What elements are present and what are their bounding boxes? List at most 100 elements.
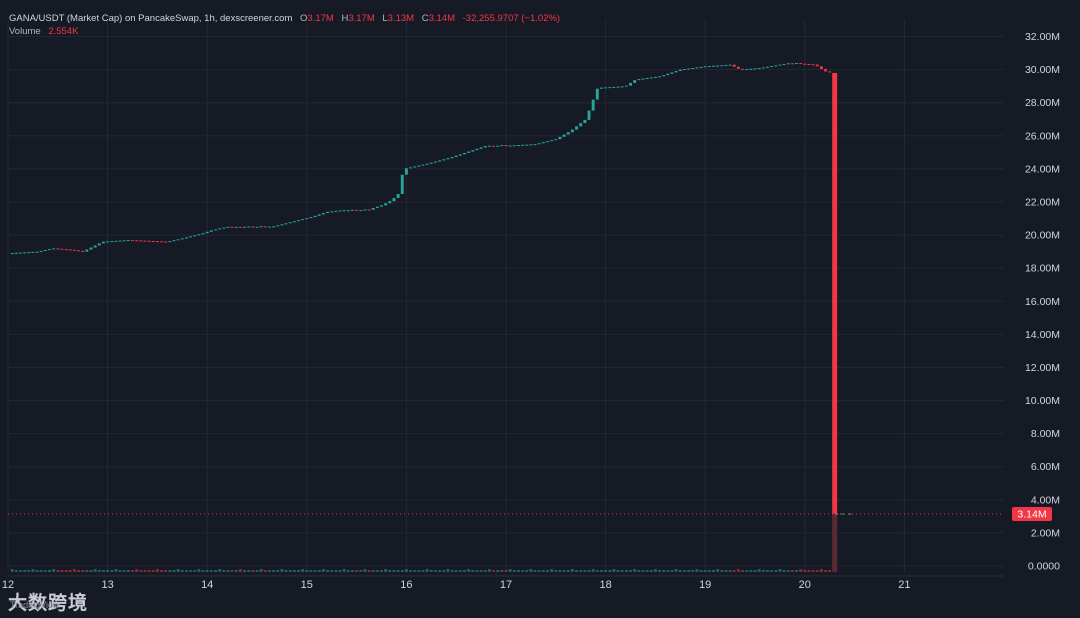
volume-bar <box>309 570 313 572</box>
volume-bar <box>409 570 413 572</box>
x-tick-label: 12 <box>2 579 14 591</box>
volume-bar <box>263 570 267 572</box>
change-value: -32,255.9707 (−1.02%) <box>462 13 561 24</box>
candle-up <box>516 145 520 147</box>
low-value: 3.13M <box>387 13 415 24</box>
volume-bar <box>122 570 126 572</box>
candle-up <box>770 66 774 68</box>
candle-down <box>251 226 255 228</box>
y-tick-label: 32.00M <box>1025 31 1060 43</box>
candle-down <box>131 240 134 242</box>
volume-bar <box>591 569 595 572</box>
candle-up <box>774 65 778 67</box>
candle-up <box>795 63 798 65</box>
volume-bar <box>682 570 686 572</box>
candle-up <box>288 222 292 224</box>
candle-up <box>380 205 383 207</box>
volume-bar <box>799 569 803 572</box>
y-tick-label: 18.00M <box>1025 263 1060 275</box>
volume-bar <box>417 570 421 572</box>
candle-up <box>197 234 201 236</box>
volume-bar <box>774 570 778 572</box>
volume-bar <box>155 569 159 572</box>
candle-down <box>56 248 60 250</box>
volume-bar <box>197 569 201 572</box>
y-tick-label: 28.00M <box>1025 97 1060 109</box>
candle-up <box>550 140 554 142</box>
volume-bar <box>454 570 458 572</box>
volume-bar <box>201 570 205 572</box>
volume-bar <box>97 570 101 572</box>
volume-bar <box>641 570 645 572</box>
candle-up <box>529 144 533 146</box>
volume-bar <box>35 570 39 572</box>
y-tick-label: 6.00M <box>1031 461 1060 473</box>
volume-bar <box>724 570 728 572</box>
x-tick-label: 13 <box>101 579 113 591</box>
volume-bar <box>131 570 134 572</box>
volume-bar <box>77 570 81 572</box>
volume-bar <box>658 570 662 572</box>
volume-bar <box>583 570 587 572</box>
volume-bar <box>745 570 749 572</box>
volume-bar <box>566 570 570 572</box>
y-tick-label: 12.00M <box>1025 362 1060 374</box>
volume-bar <box>674 569 678 572</box>
candle-up <box>371 208 375 210</box>
candle-up <box>10 253 14 255</box>
volume-bar <box>43 570 47 572</box>
candle-up <box>52 248 56 250</box>
volume-bar <box>359 570 363 572</box>
volume-bar <box>247 570 251 572</box>
candle-down <box>367 209 371 211</box>
volume-bar <box>716 569 720 572</box>
candle-up <box>521 144 525 146</box>
candle-down <box>60 248 64 250</box>
volume-bar <box>147 570 151 572</box>
y-tick-label: 30.00M <box>1025 64 1060 76</box>
volume-bar <box>176 569 180 572</box>
candle-up <box>658 76 662 78</box>
candle-up <box>682 69 686 71</box>
candle-up <box>433 161 437 163</box>
volume-bar <box>297 570 300 572</box>
volume-bar <box>380 570 383 572</box>
volume-bar <box>712 570 715 572</box>
candle-up <box>782 63 786 65</box>
candle-down <box>828 71 832 73</box>
candle-up <box>247 226 251 228</box>
candle-up <box>720 65 724 67</box>
candle-down <box>155 241 159 243</box>
volume-bar <box>546 570 549 572</box>
candle-up <box>541 142 545 144</box>
candle-up <box>765 66 769 68</box>
candle-up <box>317 214 321 216</box>
volume-bar <box>757 569 761 572</box>
volume-bar <box>475 570 479 572</box>
candle-down <box>815 64 819 67</box>
volume-bar <box>355 570 359 572</box>
candle-up <box>350 209 354 211</box>
volume-bar <box>400 570 404 572</box>
candle-up <box>342 210 346 212</box>
candle-up <box>297 220 300 222</box>
candle-up <box>687 68 691 70</box>
volume-bar <box>666 570 670 572</box>
volume-bar <box>541 570 545 572</box>
volume-bar <box>68 570 72 572</box>
candle-up <box>218 228 222 230</box>
candle-up <box>786 63 790 65</box>
y-tick-label: 14.00M <box>1025 329 1060 341</box>
candle-up <box>579 123 583 127</box>
candle-up <box>301 219 305 221</box>
volume-bar <box>575 570 579 572</box>
volume-bar <box>404 569 408 572</box>
open-value: 3.17M <box>307 13 334 24</box>
candle-up <box>438 160 442 162</box>
candle-up <box>172 240 176 242</box>
low-label: L <box>382 13 388 24</box>
volume-bar <box>27 570 31 572</box>
candle-down <box>732 64 736 67</box>
